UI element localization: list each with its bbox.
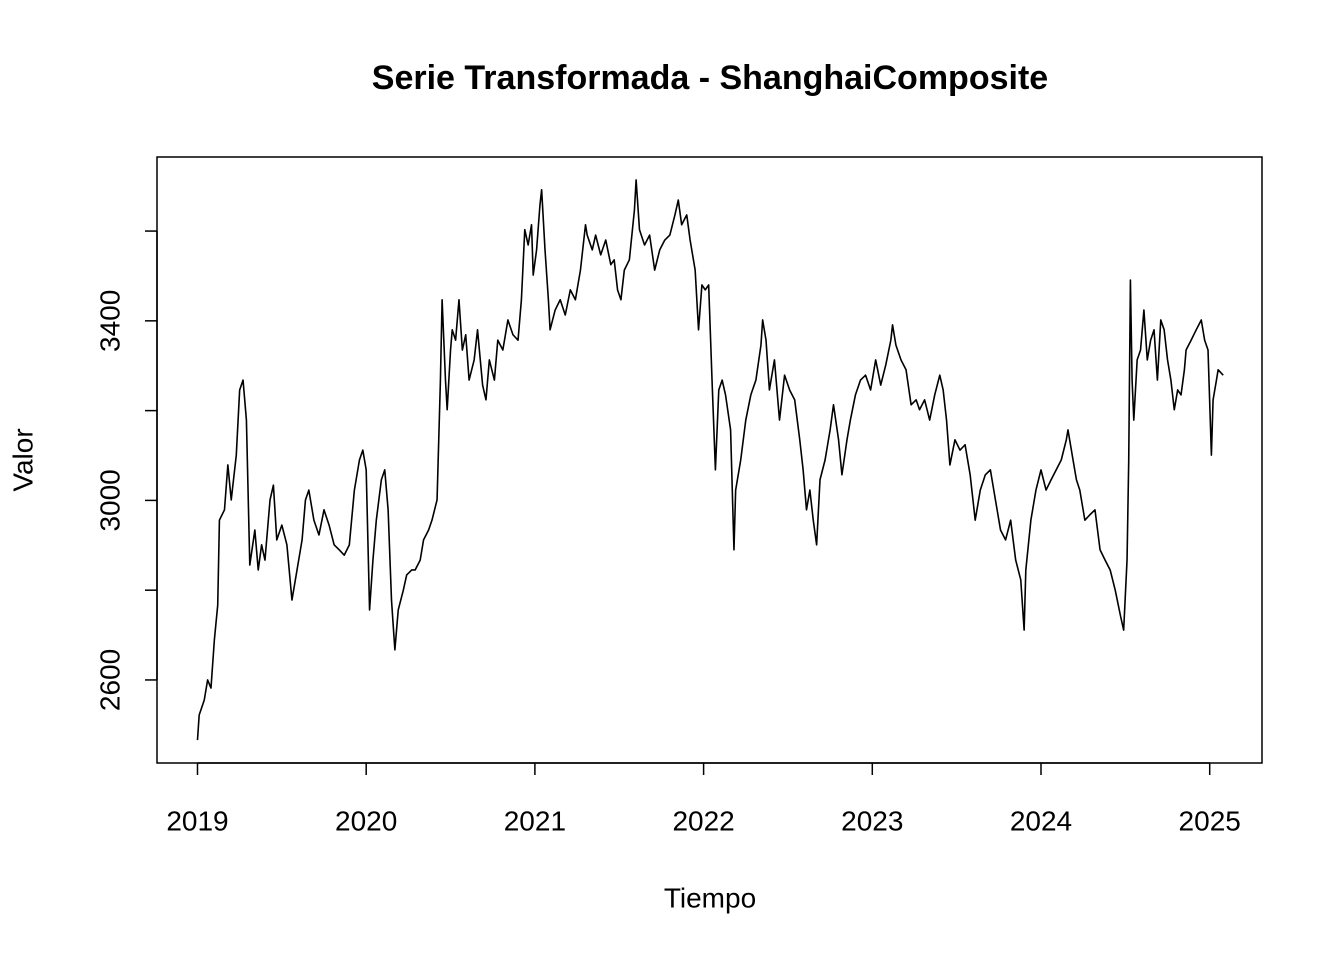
x-tick-label: 2022	[672, 805, 734, 836]
x-tick-label: 2023	[841, 805, 903, 836]
x-tick-label: 2025	[1179, 805, 1241, 836]
x-tick-label: 2021	[504, 805, 566, 836]
y-tick-label: 2600	[94, 649, 125, 711]
chart-title: Serie Transformada - ShanghaiComposite	[372, 59, 1048, 97]
y-axis-label: Valor	[7, 428, 38, 491]
plot-frame	[156, 156, 1263, 764]
x-axis-label: Tiempo	[664, 882, 756, 913]
series-line	[196, 179, 1224, 741]
y-tick-label: 3000	[94, 469, 125, 531]
y-tick-label: 3400	[94, 290, 125, 352]
x-tick-label: 2024	[1010, 805, 1072, 836]
x-tick-label: 2020	[335, 805, 397, 836]
x-tick-label: 2019	[166, 805, 228, 836]
